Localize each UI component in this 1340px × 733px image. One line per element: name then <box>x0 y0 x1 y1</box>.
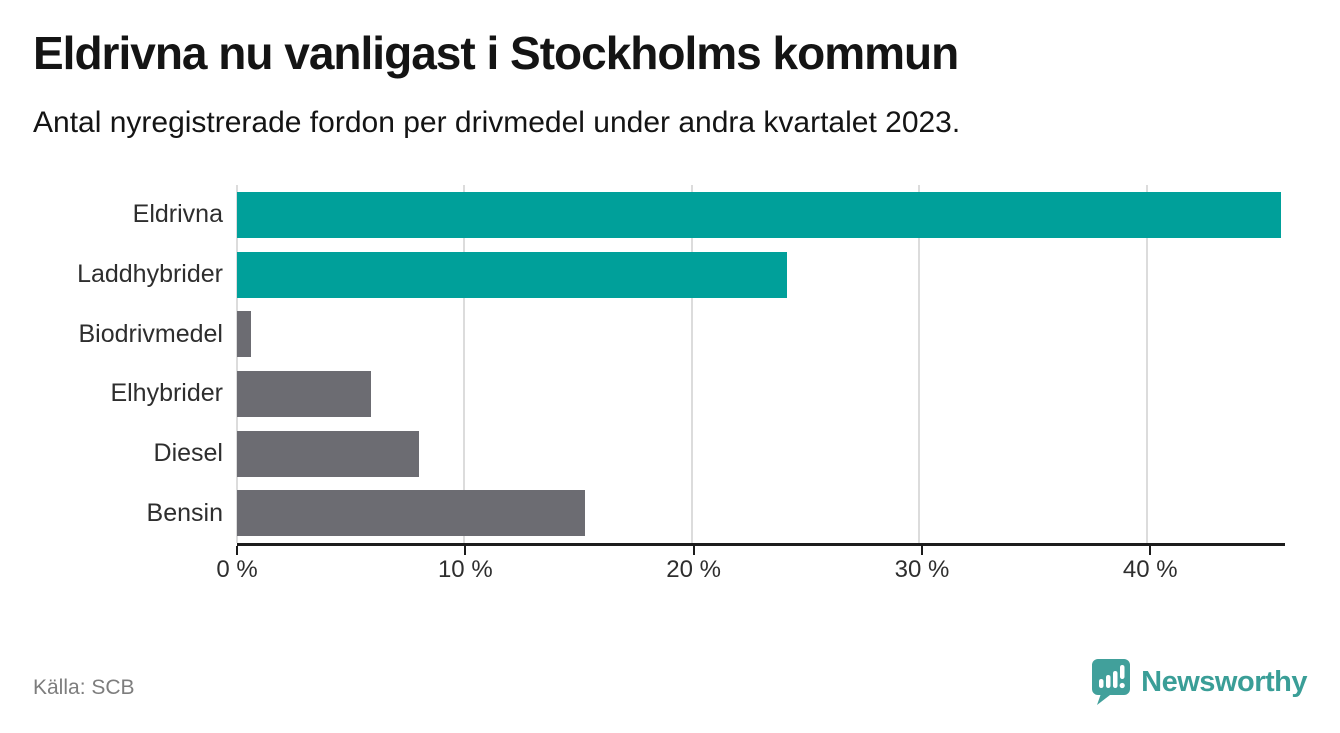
x-tick-labels: 0 % 10 % 20 % 30 % 40 % <box>216 556 1285 586</box>
category-label: Elhybrider <box>110 379 223 408</box>
x-tick-label: 20 % <box>666 556 721 583</box>
category-label: Laddhybrider <box>77 260 223 288</box>
bar-row <box>237 483 1281 543</box>
chart-subtitle: Antal nyregistrerade fordon per drivmede… <box>33 106 961 139</box>
speech-bubble-bar-chart-icon <box>1091 658 1131 706</box>
x-axis <box>236 543 1285 555</box>
gridline <box>236 185 238 543</box>
category-label: Bensin <box>146 498 223 527</box>
category-label: Eldrivna <box>132 200 223 229</box>
category-label: Biodrivmedel <box>78 319 223 348</box>
axis-tick <box>1149 546 1152 555</box>
x-tick-label: 40 % <box>1122 556 1178 583</box>
plot-area <box>236 185 1281 543</box>
bar-laddhybrider <box>237 251 788 298</box>
axis-tick <box>464 546 467 555</box>
bar-elhybrider <box>237 370 372 417</box>
bar-diesel <box>237 430 419 477</box>
axis-tick <box>920 546 923 555</box>
bar-row <box>237 185 1281 245</box>
axis-tick <box>236 546 238 555</box>
bar-row <box>237 364 1281 424</box>
chart-title: Eldrivna nu vanligast i Stockholms kommu… <box>33 27 959 79</box>
axis-tick <box>692 546 695 555</box>
newsworthy-wordmark: Newsworthy <box>1141 665 1307 698</box>
gridline <box>690 185 693 543</box>
source-note: Källa: SCB <box>33 676 135 699</box>
gridline <box>1145 185 1148 543</box>
gridline <box>463 185 466 543</box>
bar-row <box>237 424 1281 484</box>
bar-row <box>237 245 1281 305</box>
x-tick-label: 10 % <box>437 556 493 583</box>
bar-rows <box>237 185 1281 543</box>
x-tick-label: 30 % <box>894 556 950 583</box>
bar-eldrivna <box>237 191 1281 238</box>
bar-bensin <box>237 490 585 537</box>
category-label: Diesel <box>153 439 223 468</box>
gridline <box>918 185 921 543</box>
bar-biodrivmedel <box>237 311 251 358</box>
category-labels: Eldrivna Laddhybrider Biodrivmedel Elhybrid… <box>0 185 223 543</box>
bar-row <box>237 304 1281 364</box>
newsworthy-logo: Newsworthy <box>1091 658 1307 706</box>
x-tick-label: 0 % <box>216 556 258 583</box>
